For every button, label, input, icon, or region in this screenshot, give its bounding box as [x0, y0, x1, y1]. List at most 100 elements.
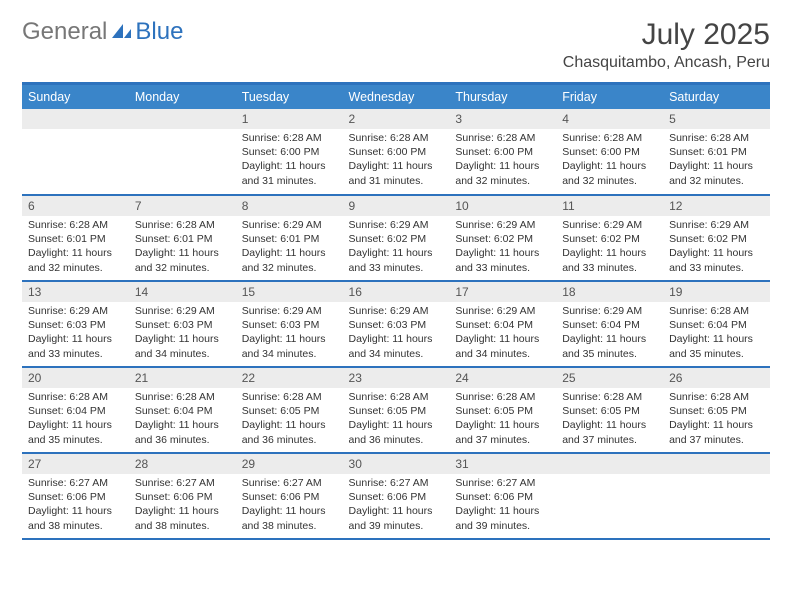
day-number: 1 — [236, 109, 343, 129]
sunset-line: Sunset: 6:06 PM — [349, 490, 444, 504]
calendar-cell: 21Sunrise: 6:28 AMSunset: 6:04 PMDayligh… — [129, 367, 236, 453]
sunrise-line: Sunrise: 6:28 AM — [669, 131, 764, 145]
day-details: Sunrise: 6:28 AMSunset: 6:01 PMDaylight:… — [22, 216, 129, 279]
day-number: 7 — [129, 196, 236, 216]
day-number: 14 — [129, 282, 236, 302]
day-number: 10 — [449, 196, 556, 216]
day-details: Sunrise: 6:28 AMSunset: 6:01 PMDaylight:… — [663, 129, 770, 192]
sunrise-line: Sunrise: 6:29 AM — [28, 304, 123, 318]
sunrise-line: Sunrise: 6:29 AM — [135, 304, 230, 318]
sunset-line: Sunset: 6:02 PM — [669, 232, 764, 246]
day-details: Sunrise: 6:28 AMSunset: 6:04 PMDaylight:… — [129, 388, 236, 451]
day-details: Sunrise: 6:29 AMSunset: 6:04 PMDaylight:… — [449, 302, 556, 365]
sunrise-line: Sunrise: 6:29 AM — [349, 218, 444, 232]
weekday-header: Wednesday — [343, 85, 450, 109]
sunset-line: Sunset: 6:06 PM — [28, 490, 123, 504]
calendar-cell — [22, 109, 129, 195]
sunset-line: Sunset: 6:00 PM — [562, 145, 657, 159]
calendar-cell: 7Sunrise: 6:28 AMSunset: 6:01 PMDaylight… — [129, 195, 236, 281]
sunset-line: Sunset: 6:00 PM — [455, 145, 550, 159]
day-details: Sunrise: 6:27 AMSunset: 6:06 PMDaylight:… — [236, 474, 343, 537]
day-number: 28 — [129, 454, 236, 474]
weekday-header: Tuesday — [236, 85, 343, 109]
day-number: 26 — [663, 368, 770, 388]
weekday-header: Sunday — [22, 85, 129, 109]
sunrise-line: Sunrise: 6:28 AM — [242, 390, 337, 404]
daylight-line: Daylight: 11 hours and 37 minutes. — [669, 418, 764, 446]
day-details: Sunrise: 6:29 AMSunset: 6:03 PMDaylight:… — [343, 302, 450, 365]
day-number: 9 — [343, 196, 450, 216]
day-details: Sunrise: 6:29 AMSunset: 6:02 PMDaylight:… — [449, 216, 556, 279]
calendar-cell: 30 Sunrise: 6:27 AMSunset: 6:06 PMDayligh… — [343, 453, 450, 539]
sunrise-line: Sunrise: 6:29 AM — [242, 218, 337, 232]
title-block: July 2025 Chasquitambo, Ancash, Peru — [563, 18, 770, 72]
calendar-cell: 27Sunrise: 6:27 AMSunset: 6:06 PMDayligh… — [22, 453, 129, 539]
daylight-line: Daylight: 11 hours and 37 minutes. — [562, 418, 657, 446]
day-number: 29 — [236, 454, 343, 474]
sunrise-line: Sunrise: 6:28 AM — [28, 218, 123, 232]
calendar-week-row: 27Sunrise: 6:27 AMSunset: 6:06 PMDayligh… — [22, 453, 770, 539]
sunset-line: Sunset: 6:04 PM — [28, 404, 123, 418]
day-number: 8 — [236, 196, 343, 216]
calendar-cell: 4Sunrise: 6:28 AMSunset: 6:00 PMDaylight… — [556, 109, 663, 195]
calendar-cell: 26Sunrise: 6:28 AMSunset: 6:05 PMDayligh… — [663, 367, 770, 453]
daylight-line: Daylight: 11 hours and 39 minutes. — [349, 504, 444, 532]
sunset-line: Sunset: 6:02 PM — [562, 232, 657, 246]
sunrise-line: Sunrise: 6:27 AM — [349, 476, 444, 490]
sunset-line: Sunset: 6:03 PM — [28, 318, 123, 332]
sunset-line: Sunset: 6:05 PM — [562, 404, 657, 418]
day-number: 30 — [343, 454, 450, 474]
sunrise-line: Sunrise: 6:28 AM — [349, 131, 444, 145]
day-number: 21 — [129, 368, 236, 388]
daylight-line: Daylight: 11 hours and 35 minutes. — [669, 332, 764, 360]
day-details: Sunrise: 6:29 AMSunset: 6:02 PMDaylight:… — [663, 216, 770, 279]
sunrise-line: Sunrise: 6:28 AM — [135, 390, 230, 404]
sunset-line: Sunset: 6:04 PM — [135, 404, 230, 418]
calendar-cell: 29Sunrise: 6:27 AMSunset: 6:06 PMDayligh… — [236, 453, 343, 539]
calendar-cell — [556, 453, 663, 539]
calendar-week-row: 20Sunrise: 6:28 AMSunset: 6:04 PMDayligh… — [22, 367, 770, 453]
day-details: Sunrise: 6:29 AMSunset: 6:04 PMDaylight:… — [556, 302, 663, 365]
sunrise-line: Sunrise: 6:29 AM — [562, 218, 657, 232]
location-subtitle: Chasquitambo, Ancash, Peru — [563, 54, 770, 72]
daylight-line: Daylight: 11 hours and 32 minutes. — [455, 159, 550, 187]
daylight-line: Daylight: 11 hours and 32 minutes. — [562, 159, 657, 187]
calendar-cell: 14Sunrise: 6:29 AMSunset: 6:03 PMDayligh… — [129, 281, 236, 367]
calendar-cell: 22Sunrise: 6:28 AMSunset: 6:05 PMDayligh… — [236, 367, 343, 453]
day-number: 25 — [556, 368, 663, 388]
daylight-line: Daylight: 11 hours and 36 minutes. — [135, 418, 230, 446]
month-title: July 2025 — [563, 18, 770, 52]
day-details: Sunrise: 6:28 AMSunset: 6:04 PMDaylight:… — [22, 388, 129, 451]
sunset-line: Sunset: 6:01 PM — [669, 145, 764, 159]
day-details: Sunrise: 6:29 AMSunset: 6:02 PMDaylight:… — [556, 216, 663, 279]
calendar-cell: 11Sunrise: 6:29 AMSunset: 6:02 PMDayligh… — [556, 195, 663, 281]
sunrise-line: Sunrise: 6:29 AM — [455, 218, 550, 232]
sunrise-line: Sunrise: 6:28 AM — [669, 304, 764, 318]
calendar-cell: 9Sunrise: 6:29 AMSunset: 6:02 PMDaylight… — [343, 195, 450, 281]
daylight-line: Daylight: 11 hours and 38 minutes. — [135, 504, 230, 532]
sunrise-line: Sunrise: 6:28 AM — [135, 218, 230, 232]
sunrise-line: Sunrise: 6:29 AM — [349, 304, 444, 318]
daylight-line: Daylight: 11 hours and 34 minutes. — [135, 332, 230, 360]
calendar-cell: 16Sunrise: 6:29 AMSunset: 6:03 PMDayligh… — [343, 281, 450, 367]
calendar-cell: 13Sunrise: 6:29 AMSunset: 6:03 PMDayligh… — [22, 281, 129, 367]
day-number: 4 — [556, 109, 663, 129]
daylight-line: Daylight: 11 hours and 34 minutes. — [455, 332, 550, 360]
daylight-line: Daylight: 11 hours and 38 minutes. — [28, 504, 123, 532]
sunrise-line: Sunrise: 6:27 AM — [135, 476, 230, 490]
daylight-line: Daylight: 11 hours and 33 minutes. — [669, 246, 764, 274]
sunset-line: Sunset: 6:03 PM — [349, 318, 444, 332]
sunset-line: Sunset: 6:05 PM — [669, 404, 764, 418]
day-details: Sunrise: 6:28 AMSunset: 6:05 PMDaylight:… — [449, 388, 556, 451]
daylight-line: Daylight: 11 hours and 32 minutes. — [28, 246, 123, 274]
day-details: Sunrise: 6:28 AMSunset: 6:04 PMDaylight:… — [663, 302, 770, 365]
calendar-cell: 8Sunrise: 6:29 AMSunset: 6:01 PMDaylight… — [236, 195, 343, 281]
sunrise-line: Sunrise: 6:29 AM — [455, 304, 550, 318]
sunset-line: Sunset: 6:05 PM — [242, 404, 337, 418]
sunset-line: Sunset: 6:00 PM — [242, 145, 337, 159]
sunset-line: Sunset: 6:00 PM — [349, 145, 444, 159]
sunrise-line: Sunrise: 6:29 AM — [242, 304, 337, 318]
header: General Blue July 2025 Chasquitambo, Anc… — [22, 18, 770, 72]
day-details: Sunrise: 6:27 AMSunset: 6:06 PMDaylight:… — [22, 474, 129, 537]
day-details: Sunrise: 6:28 AMSunset: 6:00 PMDaylight:… — [236, 129, 343, 192]
